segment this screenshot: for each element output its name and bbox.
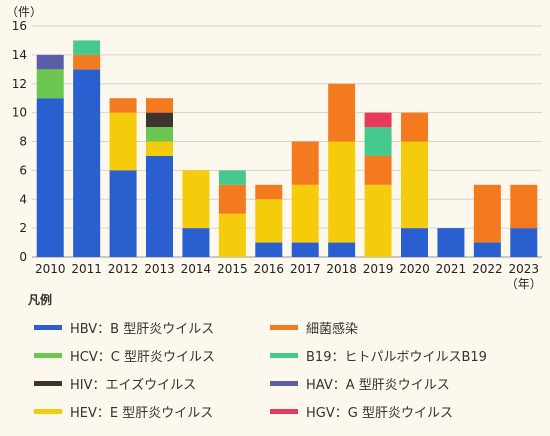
y-axis-unit: （件）	[6, 5, 42, 19]
legend-label: HGV：G 型肝炎ウイルス	[306, 406, 453, 421]
x-tick-label: 2022	[472, 262, 503, 276]
bar-segment-bact	[510, 184, 538, 229]
legend-label: HCV：C 型肝炎ウイルス	[70, 350, 215, 365]
bar-segment-hbv	[437, 228, 465, 257]
bar-segment-b19	[364, 127, 392, 156]
bar-segment-hev	[364, 184, 392, 257]
legend-swatch	[34, 353, 62, 358]
legend-label: B19：ヒトパルボウイルスB19	[306, 350, 487, 365]
legend-item-hiv: HIV：エイズウイルス	[34, 374, 196, 393]
x-tick-label: 2020	[399, 262, 430, 276]
legend-label: HBV：B 型肝炎ウイルス	[70, 322, 215, 337]
x-tick-label: 2023	[509, 262, 540, 276]
bar-segment-bact	[218, 184, 246, 214]
bar-segment-hbv	[73, 69, 101, 257]
legend-label: 細菌感染	[306, 322, 359, 337]
legend-item-hbv: HBV：B 型肝炎ウイルス	[34, 318, 214, 337]
bar-segment-bact	[473, 184, 501, 243]
bar-segment-bact	[255, 184, 283, 200]
legend-item-hev: HEV：E 型肝炎ウイルス	[34, 402, 213, 421]
bar-segment-hev	[255, 199, 283, 243]
y-tick-label: 10	[12, 106, 27, 120]
bar-segment-hev	[218, 213, 246, 257]
bar-segment-b19	[218, 170, 246, 185]
x-tick-label: 2010	[35, 262, 66, 276]
x-tick-label: 2017	[290, 262, 321, 276]
bar-segment-hev	[109, 112, 137, 171]
legend-swatch	[34, 409, 62, 414]
legend-item-hgv: HGV：G 型肝炎ウイルス	[270, 402, 453, 421]
bar-segment-hiv	[146, 112, 173, 128]
legend-item-b19: B19：ヒトパルボウイルスB19	[270, 346, 487, 365]
legend-label: HIV：エイズウイルス	[70, 378, 197, 393]
bar-segment-bact	[291, 141, 319, 185]
bar-segment-hbv	[328, 242, 356, 257]
bar-segment-hav	[36, 54, 64, 70]
x-tick-label: 2019	[363, 262, 394, 276]
y-tick-label: 16	[12, 19, 27, 33]
bar-segment-hev	[291, 184, 319, 243]
bar-segment-hbv	[36, 98, 64, 257]
bar-segment-b19	[73, 40, 101, 55]
legend-title: 凡例	[28, 293, 53, 307]
bar-segment-hev	[401, 141, 428, 229]
bar-segment-hev	[182, 170, 210, 229]
bar-segment-hbv	[146, 155, 173, 257]
bar-segment-hcv	[146, 127, 173, 142]
bar-segment-hgv	[364, 112, 392, 128]
bar-segment-hbv	[401, 228, 428, 257]
y-tick-label: 4	[19, 192, 27, 206]
y-tick-label: 14	[12, 48, 27, 62]
bar-segment-bact	[328, 83, 356, 142]
legend-swatch	[34, 381, 62, 386]
legend-label: HAV：A 型肝炎ウイルス	[306, 378, 450, 393]
legend-swatch	[270, 409, 298, 414]
x-tick-label: 2013	[144, 262, 175, 276]
bar-segment-bact	[146, 98, 173, 113]
legend-item-hav: HAV：A 型肝炎ウイルス	[270, 374, 450, 393]
y-tick-label: 2	[19, 221, 27, 235]
legend-label: HEV：E 型肝炎ウイルス	[70, 406, 214, 421]
bar-segment-hbv	[255, 242, 283, 257]
bar-segment-hbv	[510, 228, 538, 257]
bar-segment-bact	[109, 98, 137, 113]
bar-segment-hev	[328, 141, 356, 243]
x-tick-label: 2016	[254, 262, 285, 276]
bar-segment-bact	[401, 112, 428, 142]
y-tick-label: 0	[19, 250, 27, 264]
x-tick-label: 2012	[108, 262, 139, 276]
bar-segment-hcv	[36, 69, 64, 99]
bar-segment-hbv	[473, 242, 501, 257]
chart-plot: 0 2 4 6 8 10 12 14 16（件） 2010 2011 2012 2013 2014 2015…	[6, 5, 542, 291]
legend-swatch	[270, 353, 298, 358]
x-tick-label: 2014	[181, 262, 212, 276]
legend-swatch	[34, 325, 62, 330]
x-tick-label: 2018	[326, 262, 357, 276]
bar-segment-bact	[364, 155, 392, 185]
bar-segment-hev	[146, 141, 173, 156]
x-tick-label: 2021	[436, 262, 467, 276]
x-axis-unit: （年）	[506, 277, 542, 291]
y-tick-label: 6	[19, 163, 27, 177]
legend-item-bact: 細菌感染	[270, 318, 358, 337]
bar-segment-hbv	[291, 242, 319, 257]
x-tick-label: 2011	[71, 262, 102, 276]
bar-segment-hbv	[182, 228, 210, 257]
bar-segment-bact	[73, 54, 101, 70]
bar-segment-hbv	[109, 170, 137, 257]
legend-swatch	[270, 381, 298, 386]
legend-swatch	[270, 325, 298, 330]
y-tick-label: 8	[19, 135, 27, 149]
x-tick-label: 2015	[217, 262, 248, 276]
y-tick-label: 12	[12, 77, 27, 91]
legend-item-hcv: HCV：C 型肝炎ウイルス	[34, 346, 215, 365]
